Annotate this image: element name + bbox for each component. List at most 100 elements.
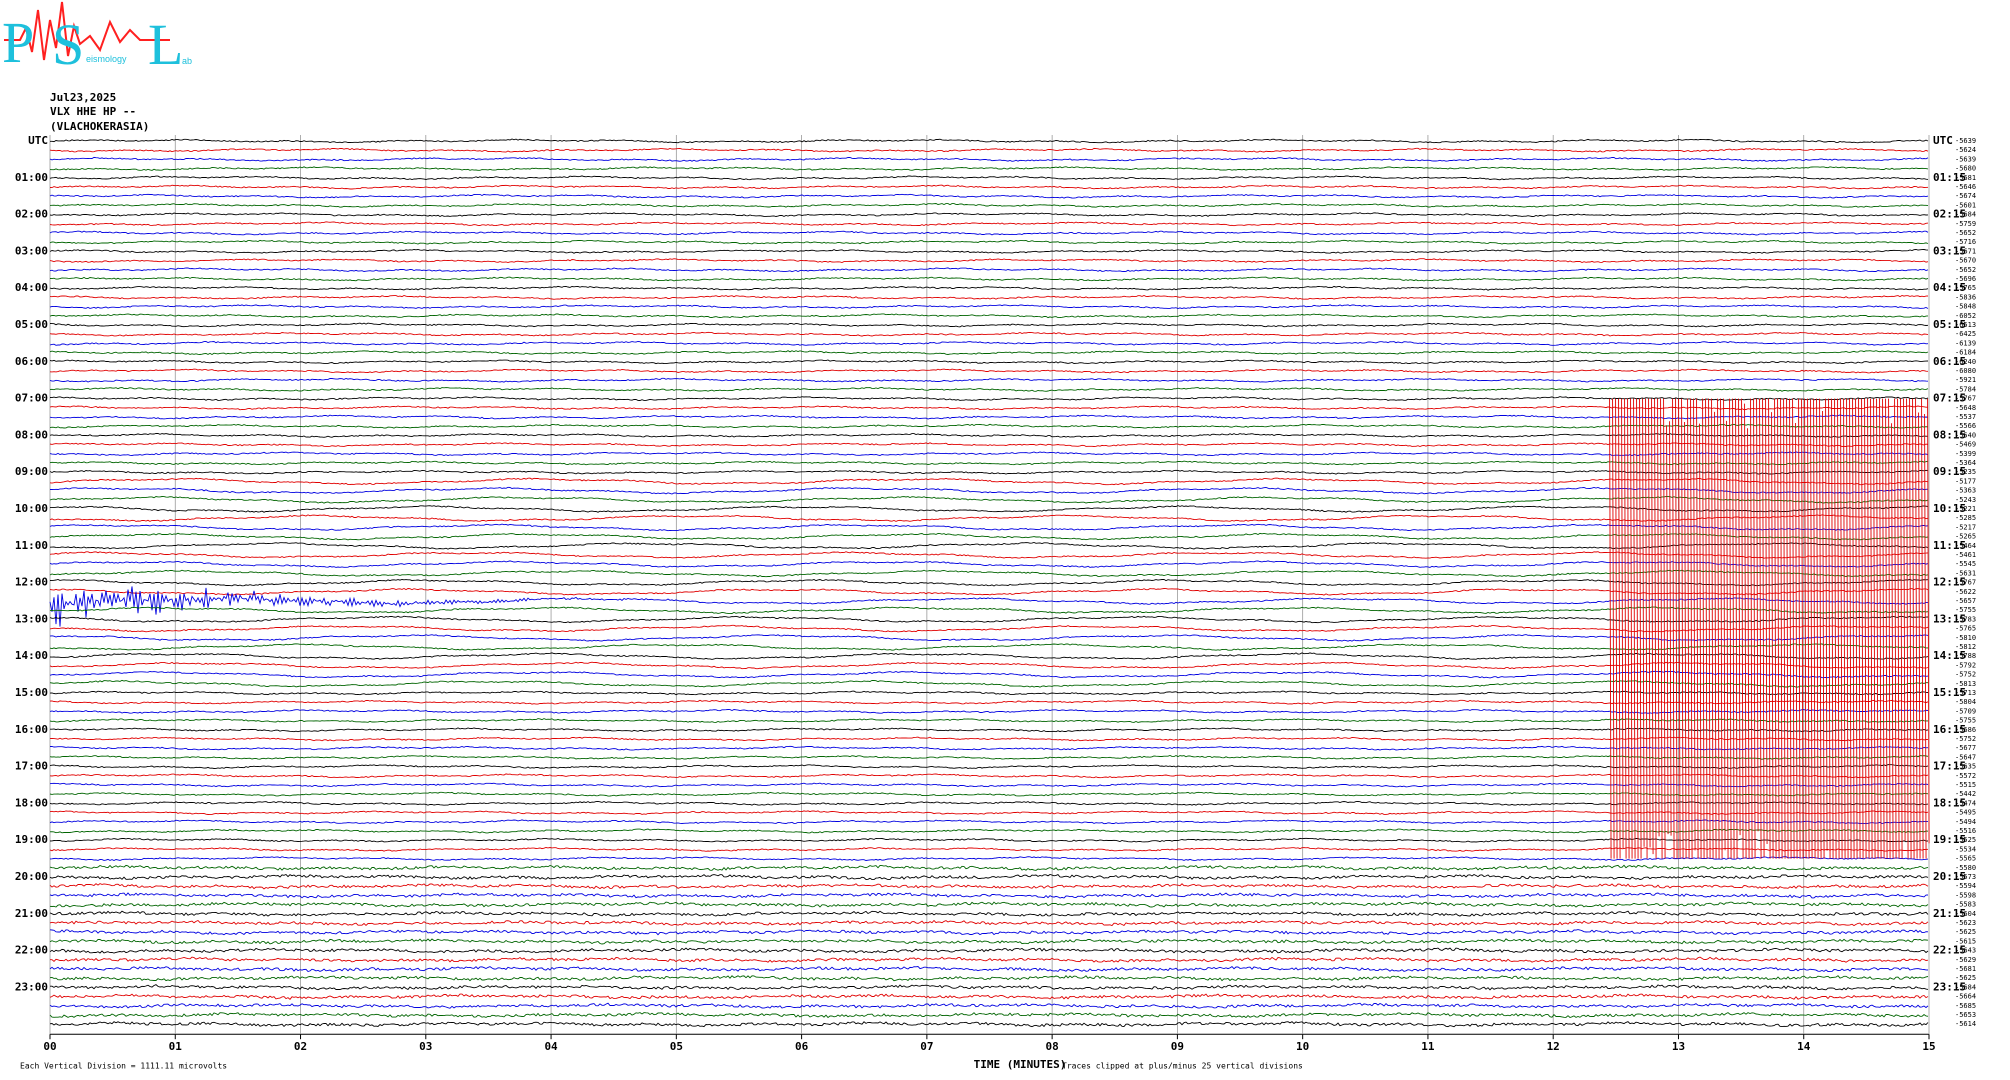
offset-label: -5755	[1955, 606, 1976, 614]
logo-p: P	[2, 10, 34, 75]
x-tick-label: 13	[1672, 1040, 1685, 1053]
offset-label: -5580	[1955, 864, 1976, 872]
hour-label-right: 11:15	[1933, 539, 1966, 552]
offset-label: -5647	[1955, 753, 1976, 761]
trace	[49, 1021, 1929, 1028]
trace	[49, 569, 1929, 578]
hour-label-right: 10:15	[1933, 502, 1966, 515]
offset-label: -5534	[1955, 845, 1976, 853]
offset-label: -5685	[1955, 1002, 1976, 1010]
offset-label: -6513	[1955, 321, 1976, 329]
trace	[49, 718, 1928, 723]
traces	[49, 138, 1930, 1028]
offset-label: -5363	[1955, 487, 1976, 495]
trace	[49, 175, 1929, 181]
offset-label: -5474	[1955, 799, 1976, 807]
trace	[50, 505, 1929, 513]
trace	[50, 984, 1929, 991]
offset-label: -5285	[1955, 514, 1976, 522]
trace	[49, 285, 1929, 291]
trace	[49, 486, 1929, 495]
offset-label: -5629	[1955, 956, 1976, 964]
offset-label: -5664	[1955, 993, 1976, 1001]
offset-label: -5671	[1955, 247, 1976, 255]
trace	[49, 606, 1929, 615]
offset-label: -5631	[1955, 569, 1976, 577]
hour-label: 09:00	[15, 465, 48, 478]
offset-label: -5461	[1955, 551, 1976, 559]
trace	[49, 791, 1929, 797]
offset-label: -5625	[1955, 974, 1976, 982]
offset-label: -5765	[1955, 284, 1976, 292]
hour-label: 10:00	[15, 502, 48, 515]
offset-label: -5235	[1955, 468, 1976, 476]
trace	[49, 975, 1929, 982]
scale-note: Each Vertical Division = 1111.11 microvo…	[20, 1062, 227, 1071]
x-tick-label: 12	[1547, 1040, 1560, 1053]
trace	[49, 414, 1929, 420]
hour-label: 23:00	[15, 980, 48, 993]
offset-label: -5696	[1955, 275, 1976, 283]
logo-wave	[4, 1, 170, 61]
trace	[49, 643, 1928, 651]
offset-label: -5836	[1955, 293, 1976, 301]
trace	[49, 460, 1929, 466]
offset-label: -5625	[1955, 928, 1976, 936]
hour-label: 11:00	[15, 539, 48, 552]
hour-label: 03:00	[15, 244, 48, 257]
hour-label-right: 02:15	[1933, 208, 1966, 221]
offset-label: -5565	[1955, 855, 1976, 863]
x-tick-label: 02	[294, 1040, 307, 1053]
trace	[49, 387, 1929, 392]
trace	[49, 586, 1928, 627]
offset-label: -5686	[1955, 726, 1976, 734]
offset-label: -5464	[1955, 542, 1976, 550]
trace	[49, 276, 1929, 282]
x-tick-label: 11	[1421, 1040, 1435, 1053]
offset-label: -5752	[1955, 671, 1976, 679]
trace	[49, 532, 1929, 541]
offset-label: -6052	[1955, 312, 1976, 320]
x-tick-label: 07	[920, 1040, 933, 1053]
offset-label: -5572	[1955, 772, 1976, 780]
offset-label: -5674	[1955, 192, 1976, 200]
offset-label: -5716	[1955, 238, 1976, 246]
hour-label: 19:00	[15, 833, 48, 846]
offset-label: -5653	[1955, 1011, 1976, 1019]
trace	[49, 754, 1929, 760]
trace	[49, 423, 1929, 429]
trace	[49, 699, 1929, 705]
hour-label: 16:00	[15, 723, 48, 736]
offset-label: -5494	[1955, 818, 1976, 826]
offset-label: -5525	[1955, 836, 1976, 844]
trace	[49, 782, 1929, 788]
trace	[49, 368, 1929, 374]
trace	[49, 709, 1929, 714]
offset-label: -5399	[1955, 450, 1976, 458]
trace	[49, 193, 1929, 199]
trace	[49, 184, 1929, 190]
offset-label: -5177	[1955, 477, 1976, 485]
trace	[49, 873, 1929, 881]
trace	[49, 993, 1929, 1000]
trace	[49, 773, 1929, 779]
hour-label: 06:00	[15, 355, 48, 368]
hour-label-right: 03:15	[1933, 244, 1966, 257]
trace	[49, 661, 1929, 670]
offset-label: -5652	[1955, 266, 1976, 274]
offset-label: -5265	[1955, 533, 1976, 541]
station: VLX HHE HP --	[50, 105, 136, 118]
offset-label: -5516	[1955, 827, 1976, 835]
x-tick-label: 09	[1171, 1040, 1184, 1053]
hour-label-right: 19:15	[1933, 833, 1966, 846]
hour-label-right: UTC	[1933, 134, 1953, 147]
offset-label: -5540	[1955, 431, 1976, 439]
offset-label: -5813	[1955, 680, 1976, 688]
x-tick-label: 10	[1296, 1040, 1309, 1053]
hour-label: 17:00	[15, 760, 48, 773]
hour-label-right: 08:15	[1933, 428, 1966, 441]
offset-label: -5752	[1955, 735, 1976, 743]
x-axis-label: TIME (MINUTES)	[974, 1058, 1067, 1071]
offset-label: -5604	[1955, 910, 1976, 918]
offset-label: -5624	[1955, 146, 1976, 154]
